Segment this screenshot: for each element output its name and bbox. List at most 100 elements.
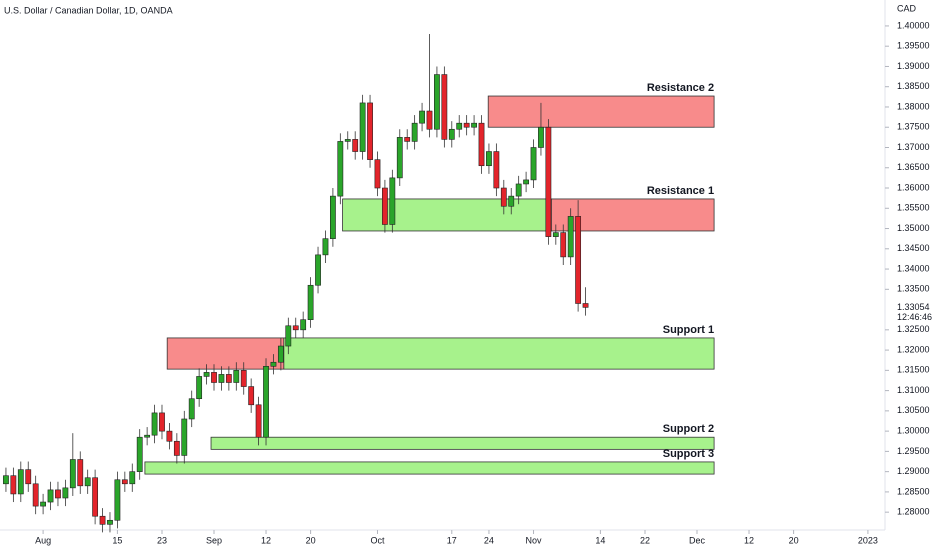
x-tick-label: Sep <box>206 535 222 545</box>
candle-body <box>493 151 500 189</box>
x-tick-label: Aug <box>35 535 51 545</box>
candle-body <box>69 459 76 489</box>
candle-body <box>500 187 507 207</box>
candle-body <box>545 126 552 237</box>
zone-label: Support 1 <box>663 324 714 336</box>
candle-body <box>419 110 425 124</box>
last-price: 1.33054 <box>897 302 930 312</box>
candle-body <box>17 469 24 495</box>
candle-body <box>404 137 411 142</box>
y-tick-label: 1.37000 <box>897 142 930 152</box>
zone <box>283 337 715 370</box>
x-tick-label: Nov <box>526 535 543 545</box>
x-tick-label: Oct <box>370 535 385 545</box>
candle-body <box>233 370 240 383</box>
candle-body <box>478 122 485 167</box>
candle-body <box>344 139 351 142</box>
y-tick-label: 1.32500 <box>897 324 930 334</box>
x-tick-label: Dec <box>689 535 706 545</box>
x-tick-label: 20 <box>306 535 316 545</box>
candle-body <box>114 479 121 521</box>
candle-body <box>25 469 32 485</box>
x-tick-label: 2023 <box>858 535 878 545</box>
candle-body <box>456 122 463 130</box>
candle-body <box>515 183 522 197</box>
zone-label: Support 2 <box>663 423 714 435</box>
zone <box>144 461 715 475</box>
y-tick-label: 1.36000 <box>897 182 930 192</box>
y-tick-label: 1.33500 <box>897 284 930 294</box>
candle-body <box>277 345 284 363</box>
candle-body <box>508 195 515 207</box>
candle-body <box>300 319 307 331</box>
y-tick-label: 1.30000 <box>897 426 930 436</box>
candle-body <box>196 376 203 400</box>
candle-body <box>322 238 329 256</box>
zone-label: Support 3 <box>663 448 714 460</box>
candle-body <box>315 254 321 286</box>
y-tick-label: 1.36500 <box>897 162 930 172</box>
candle-body <box>389 177 396 225</box>
candle-body <box>240 370 247 387</box>
x-tick-label: 23 <box>157 535 167 545</box>
y-tick-label: 1.29000 <box>897 466 930 476</box>
candle-body <box>92 477 99 517</box>
candle-body <box>3 475 9 485</box>
chart-title: U.S. Dollar / Canadian Dollar, 1D, OANDA <box>4 5 173 15</box>
y-tick-label: 1.30500 <box>897 405 930 415</box>
candle-body <box>136 436 143 472</box>
candle-body <box>77 459 84 487</box>
x-tick-label: 17 <box>447 535 457 545</box>
x-tick-label: 24 <box>484 535 494 545</box>
candle-body <box>203 372 210 377</box>
candle-body <box>285 325 292 347</box>
candle-body <box>40 501 46 507</box>
candle-body <box>159 412 165 432</box>
candle-body <box>84 477 91 487</box>
candle-body <box>448 128 455 140</box>
candle-body <box>471 122 477 128</box>
y-tick-label: 1.35500 <box>897 203 930 213</box>
zone-label: Resistance 2 <box>647 82 714 94</box>
zone <box>166 337 285 370</box>
y-tick-label: 1.37500 <box>897 122 930 132</box>
candle-body <box>552 232 559 237</box>
y-tick-label: 1.28500 <box>897 486 930 496</box>
candle-body <box>411 122 418 142</box>
candle-body <box>188 398 195 420</box>
y-tick-label: 1.35000 <box>897 223 930 233</box>
y-tick-label: 1.38000 <box>897 101 930 111</box>
candle-body <box>166 430 173 442</box>
candle-body <box>248 386 255 406</box>
x-tick-label: 20 <box>789 535 799 545</box>
countdown: 12:46:46 <box>897 312 932 322</box>
candle-body <box>523 179 529 185</box>
candle-body <box>211 372 217 383</box>
y-tick-label: 1.38500 <box>897 81 930 91</box>
candle-body <box>47 489 54 503</box>
x-tick-label: 12 <box>744 535 754 545</box>
zone <box>342 198 552 232</box>
zone <box>210 436 715 450</box>
zone-label: Resistance 1 <box>647 185 714 197</box>
candle-body <box>486 151 492 167</box>
candle-body <box>292 325 299 331</box>
candle-body <box>567 216 574 258</box>
candle-body <box>575 216 582 304</box>
x-tick-label: 22 <box>640 535 650 545</box>
candle-body <box>129 471 136 485</box>
y-tick-label: 1.28000 <box>897 507 930 517</box>
y-tick-label: 1.40000 <box>897 20 930 30</box>
y-tick-label: 1.31000 <box>897 385 930 395</box>
x-tick-label: 14 <box>595 535 605 545</box>
candle-body <box>151 412 158 436</box>
candle-body <box>396 137 403 179</box>
candle-body <box>359 102 366 152</box>
y-tick-label: 1.29500 <box>897 446 930 456</box>
candle-body <box>55 489 61 499</box>
y-tick-label: 1.34500 <box>897 243 930 253</box>
candle-body <box>10 475 17 495</box>
candle-body <box>270 361 277 367</box>
y-tick-label: 1.39500 <box>897 41 930 51</box>
